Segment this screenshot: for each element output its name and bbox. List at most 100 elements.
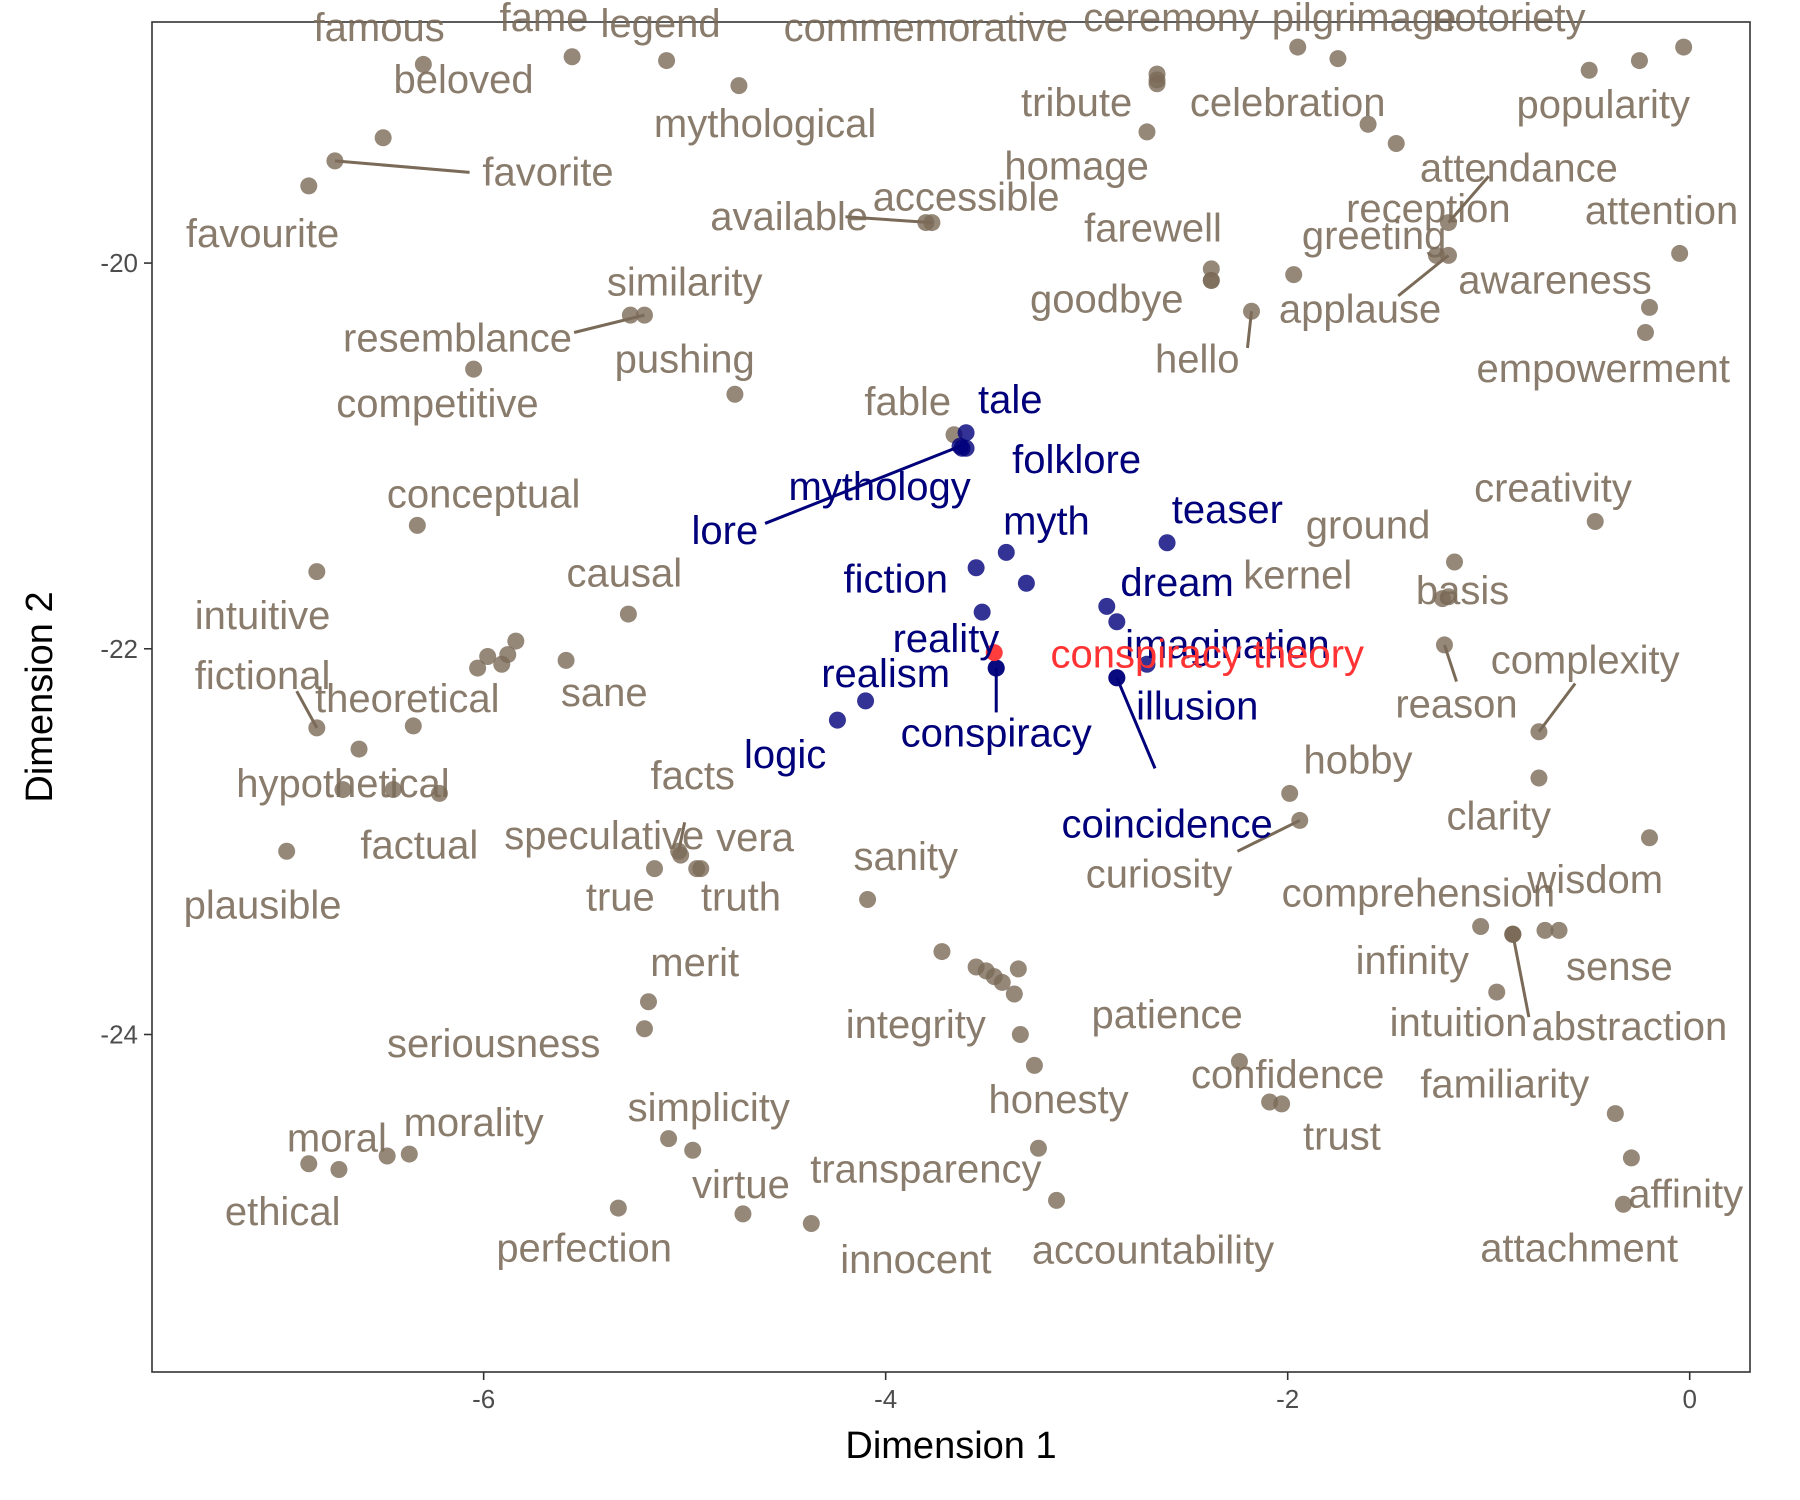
- point-reality: [973, 603, 991, 621]
- point-unlabeled-112: [1108, 613, 1126, 631]
- label-creativity: creativity: [1474, 467, 1632, 511]
- leader-line-curiosity: [1236, 819, 1301, 853]
- label-goodbye: goodbye: [1030, 278, 1183, 322]
- point-morality: [378, 1147, 396, 1165]
- point-complexity: [1530, 723, 1548, 741]
- label-conspiracy-theory: conspiracy theory: [1051, 633, 1364, 677]
- point-speculative: [672, 846, 690, 864]
- point-unlabeled-45: [479, 648, 497, 665]
- label-sanity: sanity: [854, 835, 959, 879]
- label-plausible: plausible: [184, 883, 342, 927]
- label-hello: hello: [1155, 338, 1240, 382]
- point-unlabeled-82: [1009, 960, 1027, 978]
- label-honesty: honesty: [988, 1078, 1128, 1122]
- point-hypothetical: [384, 781, 402, 799]
- point-popularity: [1580, 61, 1598, 79]
- point-causal: [619, 605, 637, 623]
- x-tick-label: 0: [1682, 1384, 1696, 1414]
- point-notoriety: [1329, 50, 1347, 68]
- point-truth: [688, 860, 706, 878]
- label-vera: vera: [716, 816, 795, 860]
- point-sane: [557, 651, 575, 669]
- point-myth: [997, 543, 1015, 561]
- label-commemorative: commemorative: [784, 6, 1069, 50]
- point-tale: [957, 424, 975, 442]
- point-competitive: [465, 360, 483, 378]
- label-sane: sane: [561, 671, 648, 715]
- label-farewell: farewell: [1084, 206, 1222, 250]
- leader-line-favorite: [334, 159, 470, 174]
- point-fame: [563, 48, 581, 66]
- point-available: [923, 214, 941, 232]
- point-sanity: [859, 891, 877, 908]
- point-teaser: [1158, 534, 1176, 552]
- y-tick-label: -24: [100, 1020, 138, 1050]
- label-accessible: accessible: [873, 176, 1060, 220]
- point-logic: [828, 711, 846, 729]
- point-unlabeled-44: [469, 659, 487, 677]
- label-popularity: popularity: [1517, 83, 1690, 127]
- label-abstraction: abstraction: [1532, 1005, 1728, 1049]
- label-celebration: celebration: [1190, 81, 1386, 125]
- point-perfection: [609, 1199, 627, 1217]
- leader-line-abstraction: [1511, 933, 1531, 1018]
- point-coincidence: [1108, 669, 1126, 687]
- point-unlabeled-8: [1675, 38, 1693, 56]
- point-labels: famous fame legend commemorative ceremony pil…: [184, 0, 1744, 1282]
- plot-panel: [151, 21, 1751, 1373]
- label-mythological: mythological: [654, 102, 876, 146]
- point-unlabeled-7: [1630, 52, 1648, 70]
- point-unlabeled-80: [993, 973, 1011, 991]
- label-hobby: hobby: [1304, 739, 1413, 783]
- label-tale: tale: [978, 378, 1043, 422]
- point-conspiracy-theory: [985, 644, 1003, 662]
- point-imagination: [1138, 655, 1156, 673]
- point-homage: [1138, 123, 1156, 141]
- label-resemblance: resemblance: [343, 316, 572, 360]
- label-basis: basis: [1416, 569, 1509, 613]
- point-greeting: [1285, 266, 1303, 284]
- label-lore: lore: [692, 509, 759, 553]
- point-virtue: [734, 1205, 752, 1223]
- label-merit: merit: [650, 941, 739, 985]
- point-pilgrimage: [1289, 38, 1307, 56]
- point-plausible: [278, 842, 296, 860]
- label-affinity: affinity: [1628, 1173, 1743, 1217]
- label-attachment: attachment: [1480, 1227, 1678, 1271]
- point-simplicity: [660, 1130, 678, 1148]
- label-favorite: favorite: [482, 150, 613, 194]
- point-unlabeled-55: [430, 784, 448, 802]
- point-unlabeled-69: [1536, 921, 1554, 939]
- point-unlabeled-94: [400, 1145, 418, 1163]
- label-beloved: beloved: [393, 58, 533, 102]
- label-available: available: [710, 195, 868, 239]
- point-intuitive: [308, 563, 326, 581]
- label-complexity: complexity: [1491, 638, 1680, 682]
- label-transparency: transparency: [810, 1148, 1041, 1192]
- point-innocent: [802, 1215, 820, 1232]
- label-facts: facts: [650, 754, 734, 798]
- label-imagination: imagination: [1125, 623, 1330, 667]
- label-pushing: pushing: [615, 338, 755, 382]
- point-empowerment: [1636, 324, 1654, 341]
- label-factual: factual: [360, 824, 478, 868]
- label-comprehension: comprehension: [1282, 872, 1556, 916]
- label-theoretical: theoretical: [315, 677, 500, 721]
- point-honesty: [1025, 1056, 1043, 1074]
- label-empowerment: empowerment: [1477, 347, 1730, 391]
- label-attention: attention: [1585, 189, 1738, 233]
- point-pushing: [726, 385, 744, 403]
- point-dream: [1098, 597, 1116, 615]
- label-true: true: [586, 876, 655, 920]
- point-mythological: [730, 77, 748, 95]
- label-trust: trust: [1303, 1115, 1381, 1159]
- point-fictional: [308, 719, 326, 737]
- point-moral: [330, 1161, 348, 1178]
- point-ground: [1446, 553, 1464, 571]
- point-factual: [334, 781, 352, 799]
- point-conceptual: [408, 516, 426, 534]
- point-unlabeled-110: [1017, 574, 1035, 592]
- point-wisdom: [1640, 829, 1658, 847]
- label-reality: reality: [893, 617, 1000, 661]
